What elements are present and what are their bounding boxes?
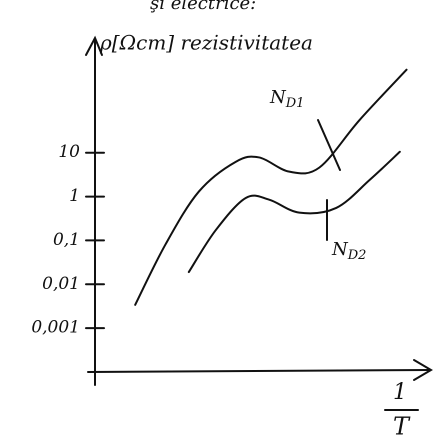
header-text: şi electrice: [150,0,256,14]
page: {"header": "şi electrice:", "chart_data"… [0,0,447,443]
series-label: ND2 [331,239,366,263]
x-axis [88,370,430,372]
y-tick-label: 10 [58,142,80,162]
x-axis-label-denominator: T [393,413,411,441]
y-tick-label: 1 [69,186,80,206]
data-line [189,152,400,272]
x-axis-label-numerator: 1 [393,380,407,405]
y-tick-label: 0,01 [42,274,80,294]
leader-line [318,120,340,170]
y-tick-label: 0,1 [53,230,80,250]
y-tick-label: 0,001 [31,318,80,338]
series-label: ND1 [269,87,304,111]
chart: şi electrice: ρ[Ωcm] rezistivitatea 1 T … [0,0,447,443]
y-axis-label: ρ[Ωcm] rezistivitatea [99,31,313,55]
